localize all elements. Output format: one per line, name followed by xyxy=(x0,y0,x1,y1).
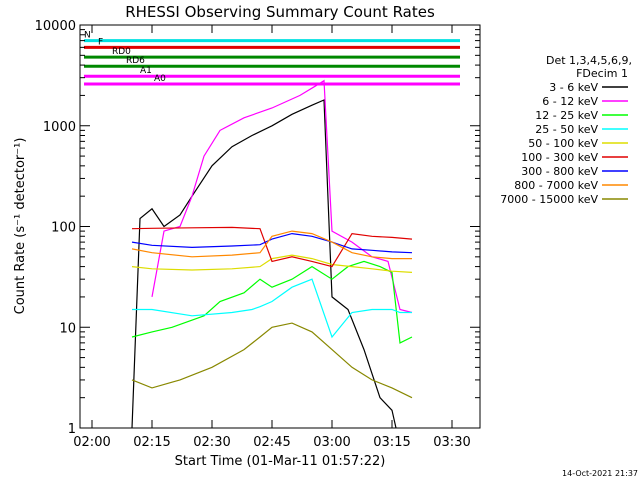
series-line-4 xyxy=(131,254,413,273)
flag-label-a1: A1 xyxy=(140,66,152,76)
legend-header-line-1: Det 1,3,4,5,6,9, xyxy=(546,54,632,67)
legend-entry-label-4: 50 - 100 keV xyxy=(528,137,598,150)
y-tick-label-3: 1000 xyxy=(43,120,76,135)
x-tick-label-6: 03:30 xyxy=(433,435,470,450)
legend-entry-label-5: 100 - 300 keV xyxy=(521,151,598,164)
x-tick-label-5: 03:15 xyxy=(373,435,410,450)
flag-label-a0: A0 xyxy=(154,74,166,84)
x-tick-label-3: 02:45 xyxy=(253,435,290,450)
series-line-6 xyxy=(131,232,413,254)
flag-label-n: N xyxy=(84,31,91,41)
series-layer xyxy=(131,79,413,429)
flag-label-rd6: RD6 xyxy=(126,56,145,66)
legend-entry-label-6: 300 - 800 keV xyxy=(521,165,598,178)
legend-entry-label-0: 3 - 6 keV xyxy=(549,81,598,94)
x-tick-label-1: 02:15 xyxy=(133,435,170,450)
footer-timestamp: 14-Oct-2021 21:37 xyxy=(562,469,638,478)
y-tick-label-0: 1 xyxy=(68,422,76,437)
y-axis-label: Count Rate (s⁻¹ detector⁻¹) xyxy=(13,138,28,315)
legend-entry-label-7: 800 - 7000 keV xyxy=(514,179,598,192)
x-tick-label-4: 03:00 xyxy=(313,435,350,450)
legend-entry-label-8: 7000 - 15000 keV xyxy=(500,193,598,206)
y-tick-label-2: 100 xyxy=(51,221,76,236)
flag-label-rd0: RD0 xyxy=(112,47,131,57)
series-line-8 xyxy=(131,322,413,399)
legend-entry-label-2: 12 - 25 keV xyxy=(535,109,598,122)
series-line-5 xyxy=(131,226,413,268)
y-tick-label-4: 10000 xyxy=(35,19,76,34)
series-line-7 xyxy=(131,230,412,260)
series-line-2 xyxy=(131,260,413,344)
x-tick-label-2: 02:30 xyxy=(193,435,230,450)
y-tick-label-1: 10 xyxy=(59,321,76,336)
chart-title: RHESSI Observing Summary Count Rates xyxy=(125,3,435,21)
series-line-1 xyxy=(151,79,413,314)
ticks-layer: 02:00 02:15 02:30 02:45 03:00 03:15 03:30 1 10 10… xyxy=(35,19,480,450)
flag-label-f: F xyxy=(98,37,103,47)
legend-header-line-2: FDecim 1 xyxy=(576,67,628,80)
legend-entry-label-1: 6 - 12 keV xyxy=(542,95,598,108)
x-axis-label: Start Time (01-Mar-11 01:57:22) xyxy=(175,454,386,469)
series-line-3 xyxy=(132,278,412,339)
legend-entry-label-3: 25 - 50 keV xyxy=(535,123,598,136)
x-tick-label-0: 02:00 xyxy=(73,435,110,450)
series-line-0 xyxy=(131,99,397,429)
